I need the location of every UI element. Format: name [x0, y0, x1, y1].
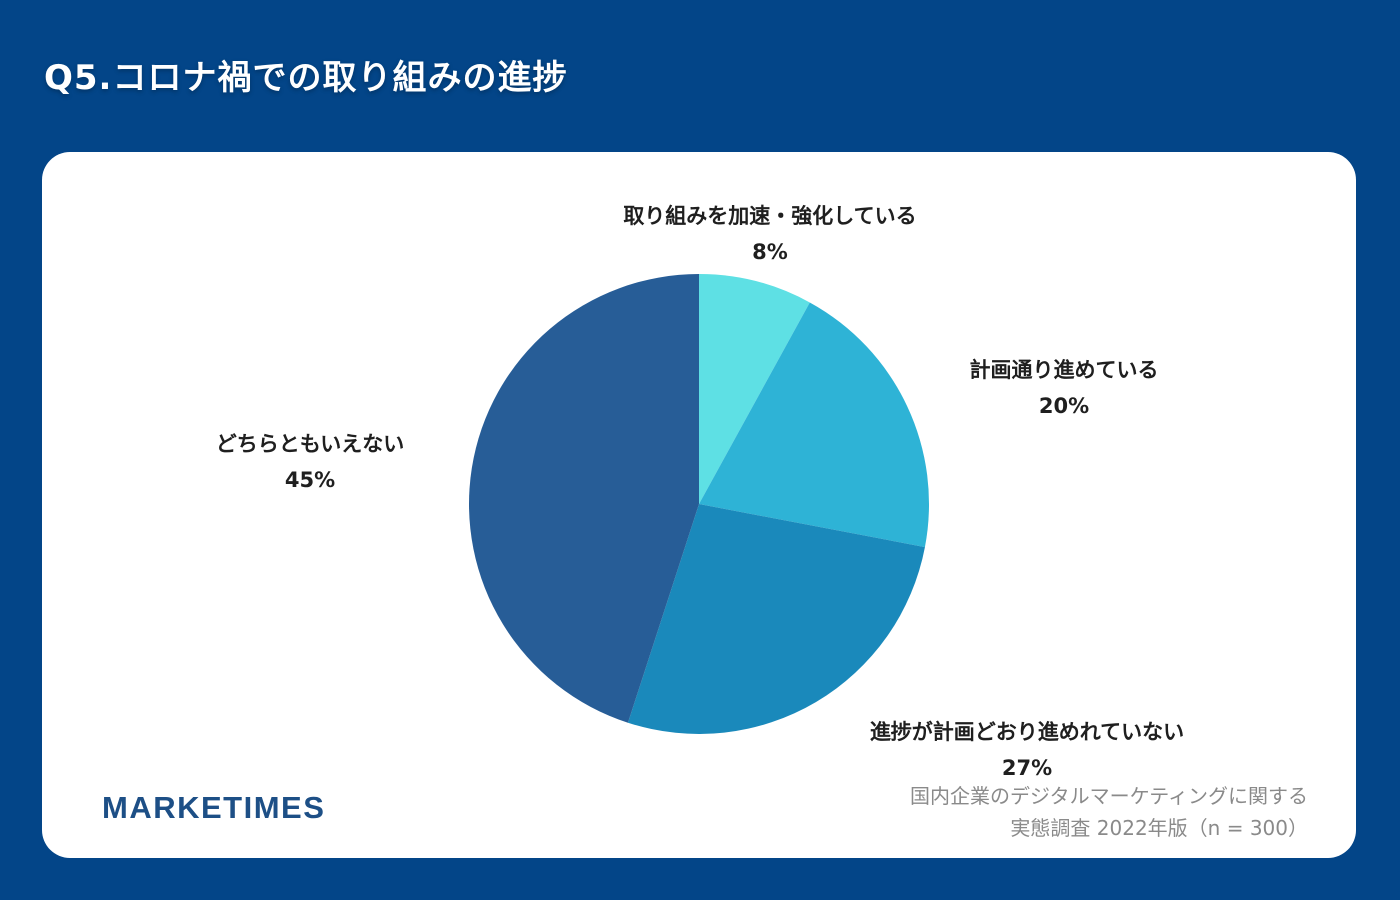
chart-card: 取り組みを加速・強化している 8% 計画通り進めている 20% 進捗が計画どおり…	[42, 152, 1356, 858]
page-title: Q5.コロナ禍での取り組みの進捗	[44, 58, 568, 98]
slice-value-label: 20%	[1038, 394, 1090, 418]
slice-label-text: 取り組みを加速・強化している	[623, 204, 917, 228]
pie-slice-on-plan	[699, 302, 929, 548]
pie-slice-neither	[469, 274, 699, 723]
source-note: 国内企業のデジタルマーケティングに関する 実態調査 2022年版（n = 300…	[910, 780, 1308, 844]
source-line-1: 国内企業のデジタルマーケティングに関する	[910, 784, 1308, 808]
marketimes-logo: MARKETIMES	[102, 790, 325, 826]
slice-value-label: 45%	[284, 468, 336, 492]
slice-label-behind-plan: 進捗が計画どおり進めれていない 27%	[870, 714, 1184, 786]
slice-label-text: どちらともいえない	[215, 432, 405, 456]
slice-value-label: 8%	[752, 240, 788, 264]
pie-slice-accelerating	[699, 274, 810, 504]
logo-text: MARKETIMES	[102, 790, 326, 825]
slice-label-accelerating: 取り組みを加速・強化している 8%	[623, 198, 916, 270]
slice-label-text: 計画通り進めている	[969, 358, 1159, 382]
slice-label-text: 進捗が計画どおり進めれていない	[869, 720, 1185, 744]
slice-value-label: 27%	[1001, 756, 1053, 780]
pie-chart	[469, 274, 929, 734]
pie-slice-behind-plan	[627, 504, 925, 734]
source-line-2: 実態調査 2022年版（n = 300）	[1010, 816, 1308, 840]
slice-label-neither: どちらともいえない 45%	[216, 426, 405, 498]
slice-label-on-plan: 計画通り進めている 20%	[970, 352, 1159, 424]
